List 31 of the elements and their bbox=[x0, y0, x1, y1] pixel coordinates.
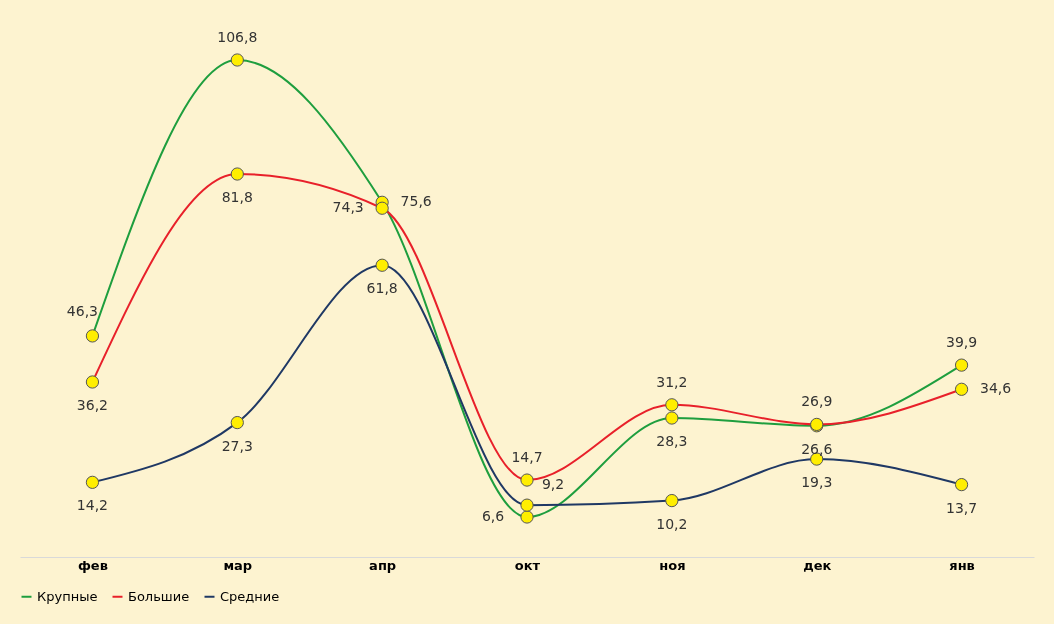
data-label: 46,3 bbox=[66, 302, 99, 319]
x-tick-label: янв bbox=[949, 557, 975, 573]
data-label: 19,3 bbox=[801, 474, 833, 491]
data-label: 27,3 bbox=[221, 437, 253, 454]
data-label: 10,2 bbox=[656, 515, 688, 532]
data-label: 26,9 bbox=[801, 393, 833, 410]
data-label: 106,8 bbox=[217, 29, 258, 45]
x-tick-label: мар bbox=[223, 557, 253, 573]
x-tick-label: окт bbox=[514, 557, 541, 573]
data-label: 81,8 bbox=[221, 189, 253, 206]
data-label: 14,2 bbox=[76, 497, 109, 514]
legend-label: Большие bbox=[128, 588, 190, 604]
x-tick-label: апр bbox=[369, 557, 397, 573]
data-label: 36,2 bbox=[76, 397, 109, 413]
data-label: 28,3 bbox=[656, 433, 688, 450]
data-label: 9,2 bbox=[541, 476, 565, 493]
data-label: 6,6 bbox=[481, 508, 505, 524]
data-label: 61,8 bbox=[366, 280, 398, 297]
data-label: 74,3 bbox=[332, 199, 364, 216]
data-label: 75,6 bbox=[400, 193, 432, 210]
x-tick-label: ноя bbox=[659, 557, 686, 573]
legend-label: Средние bbox=[220, 588, 280, 604]
data-label: 31,2 bbox=[656, 373, 688, 390]
x-tick-label: дек bbox=[803, 557, 832, 573]
data-label: 39,9 bbox=[945, 334, 978, 351]
data-label: 14,7 bbox=[511, 449, 543, 466]
data-label: 13,7 bbox=[945, 499, 978, 516]
legend-label: Крупные bbox=[37, 588, 98, 604]
data-label: 26,6 bbox=[801, 440, 833, 457]
x-tick-label: фев bbox=[77, 557, 108, 573]
data-label: 34,6 bbox=[979, 380, 1012, 397]
